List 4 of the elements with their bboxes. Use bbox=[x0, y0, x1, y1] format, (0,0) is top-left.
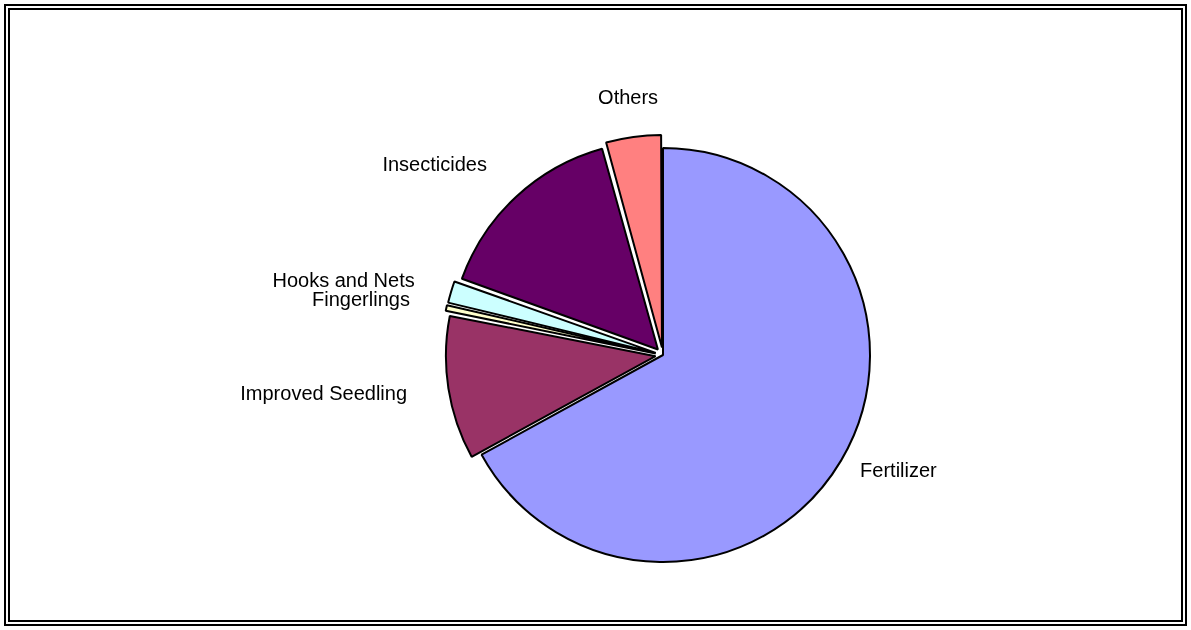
slice-label: Improved Seedling bbox=[240, 382, 408, 405]
slice-label: Others bbox=[598, 85, 659, 108]
slice-label: Fertilizer bbox=[860, 459, 938, 482]
slice-label: Insecticides bbox=[382, 152, 487, 175]
